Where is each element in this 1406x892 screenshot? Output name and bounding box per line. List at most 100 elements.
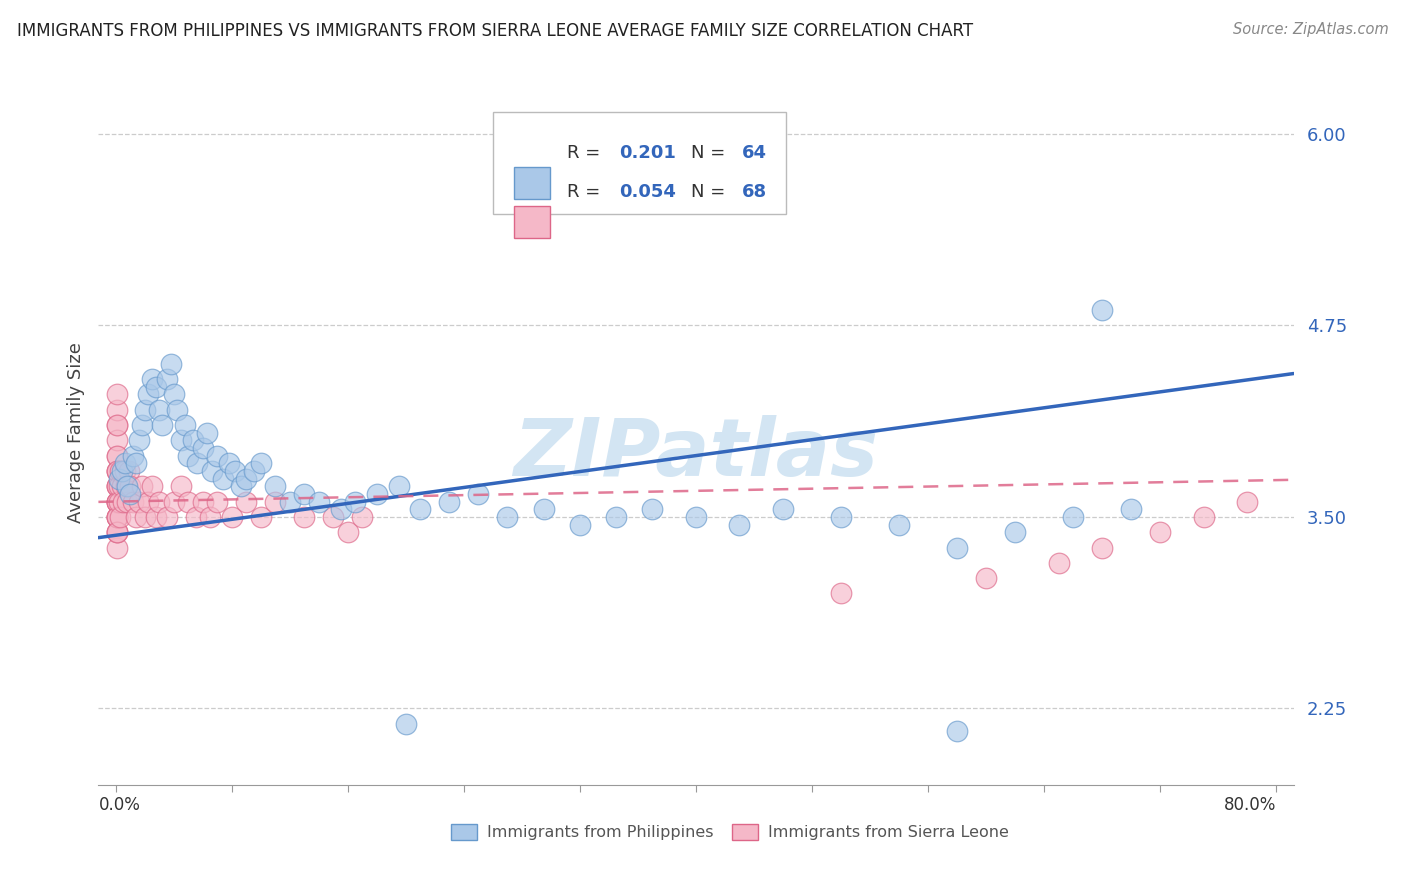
Point bbox=[105, 525, 128, 540]
Point bbox=[1149, 525, 1171, 540]
Point bbox=[212, 472, 235, 486]
Point bbox=[946, 541, 969, 555]
Point bbox=[112, 494, 135, 508]
Point bbox=[108, 464, 131, 478]
Point bbox=[830, 509, 852, 524]
Point bbox=[946, 724, 969, 739]
Point bbox=[395, 716, 418, 731]
Point bbox=[111, 479, 134, 493]
Point bbox=[115, 479, 138, 493]
Point bbox=[292, 509, 315, 524]
Point bbox=[107, 472, 129, 486]
Point bbox=[409, 502, 432, 516]
Point bbox=[105, 494, 128, 508]
Text: Immigrants from Philippines: Immigrants from Philippines bbox=[486, 825, 713, 839]
Point bbox=[322, 509, 344, 524]
Point bbox=[160, 357, 183, 371]
Bar bbox=[515, 167, 550, 199]
Point bbox=[388, 479, 411, 493]
Bar bbox=[515, 206, 550, 237]
Point bbox=[105, 494, 128, 508]
Point bbox=[1119, 502, 1142, 516]
Text: 0.0%: 0.0% bbox=[98, 796, 141, 814]
Point bbox=[105, 509, 128, 524]
Point bbox=[533, 502, 555, 516]
Point bbox=[136, 387, 159, 401]
Point bbox=[150, 417, 173, 432]
Point bbox=[728, 517, 751, 532]
Point bbox=[105, 509, 128, 524]
Point bbox=[114, 456, 136, 470]
Point bbox=[118, 464, 141, 478]
Point bbox=[117, 494, 139, 508]
Point bbox=[200, 464, 222, 478]
Point bbox=[191, 441, 214, 455]
Point bbox=[105, 494, 128, 508]
Point bbox=[1236, 494, 1258, 508]
Point bbox=[1192, 509, 1215, 524]
Text: N =: N = bbox=[692, 144, 731, 161]
Point bbox=[641, 502, 664, 516]
Text: 0.054: 0.054 bbox=[620, 183, 676, 201]
Point bbox=[352, 509, 374, 524]
Point bbox=[174, 417, 197, 432]
Point bbox=[105, 464, 128, 478]
Point bbox=[120, 487, 142, 501]
Point bbox=[105, 541, 128, 555]
Point bbox=[1047, 556, 1070, 570]
Point bbox=[605, 509, 627, 524]
Y-axis label: Average Family Size: Average Family Size bbox=[66, 343, 84, 523]
Point bbox=[170, 479, 193, 493]
Point bbox=[336, 525, 359, 540]
Point bbox=[250, 456, 273, 470]
Text: Immigrants from Sierra Leone: Immigrants from Sierra Leone bbox=[768, 825, 1008, 839]
Point bbox=[107, 494, 129, 508]
Point bbox=[207, 449, 229, 463]
Point bbox=[163, 387, 186, 401]
Point bbox=[125, 509, 148, 524]
Point bbox=[134, 509, 156, 524]
Point bbox=[163, 494, 186, 508]
Point bbox=[105, 449, 128, 463]
Point bbox=[329, 502, 352, 516]
Point bbox=[198, 509, 221, 524]
Point bbox=[114, 464, 136, 478]
Point bbox=[229, 479, 252, 493]
Point bbox=[125, 456, 148, 470]
Point bbox=[105, 417, 128, 432]
Point bbox=[148, 402, 170, 417]
Point bbox=[235, 494, 257, 508]
Point bbox=[141, 372, 163, 386]
Point bbox=[105, 479, 128, 493]
Point bbox=[685, 509, 707, 524]
Point bbox=[177, 494, 200, 508]
Point bbox=[105, 387, 128, 401]
Point bbox=[181, 434, 204, 448]
Bar bbox=[733, 824, 758, 840]
Point bbox=[117, 479, 139, 493]
Point bbox=[568, 517, 591, 532]
Point bbox=[184, 509, 207, 524]
Text: 80.0%: 80.0% bbox=[1223, 796, 1277, 814]
Bar bbox=[451, 824, 477, 840]
Point bbox=[111, 464, 134, 478]
Point bbox=[131, 479, 153, 493]
Point bbox=[221, 509, 243, 524]
Point bbox=[772, 502, 794, 516]
Point bbox=[105, 509, 128, 524]
Point bbox=[1091, 303, 1114, 318]
Point bbox=[170, 434, 193, 448]
Text: ZIPatlas: ZIPatlas bbox=[513, 415, 879, 492]
Point bbox=[218, 456, 240, 470]
Point bbox=[366, 487, 388, 501]
Point bbox=[250, 509, 273, 524]
Text: 64: 64 bbox=[741, 144, 766, 161]
Point bbox=[1062, 509, 1084, 524]
Point bbox=[105, 525, 128, 540]
Point bbox=[242, 464, 264, 478]
Point bbox=[108, 509, 131, 524]
Point bbox=[292, 487, 315, 501]
Point bbox=[195, 425, 218, 440]
Point bbox=[105, 417, 128, 432]
Point bbox=[105, 434, 128, 448]
